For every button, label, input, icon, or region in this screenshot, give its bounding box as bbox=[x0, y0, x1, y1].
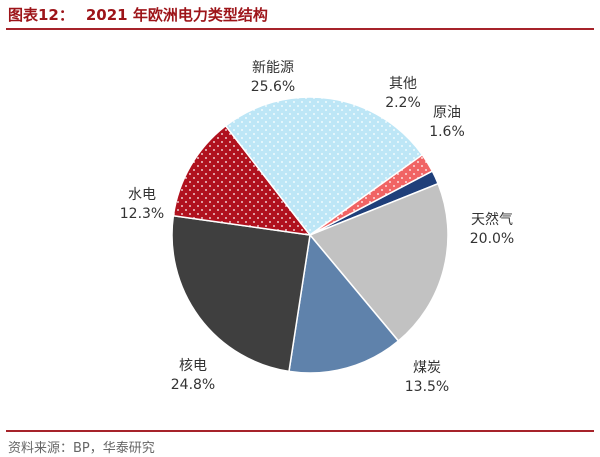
pie-slice-pattern-hydro bbox=[173, 125, 310, 235]
pie-labels: 原油 1.6% 天然气 20.0% 煤炭 13.5% 核电 24.8% 水电 12.3% 新能源 25… bbox=[120, 60, 514, 395]
slice-name-nuclear: 核电 bbox=[179, 358, 207, 374]
pie-slices bbox=[171, 96, 449, 374]
source-note: 资料来源：BP，华泰研究 bbox=[8, 441, 155, 456]
pie-slice-coal bbox=[288, 233, 400, 374]
slice-value-crude-oil: 1.6% bbox=[429, 124, 465, 140]
slice-name-renewables: 新能源 bbox=[252, 60, 294, 76]
slice-value-renewables: 25.6% bbox=[251, 79, 295, 95]
slice-name-crude-oil: 原油 bbox=[433, 105, 461, 121]
figure-header: 图表12： 2021 年欧洲电力类型结构 bbox=[8, 4, 268, 25]
chart-title: 2021 年欧洲电力类型结构 bbox=[85, 6, 268, 24]
slice-value-nuclear: 24.8% bbox=[171, 377, 215, 393]
header-divider bbox=[6, 28, 594, 30]
slice-name-natural-gas: 天然气 bbox=[471, 211, 513, 228]
pie-slice-natural-gas bbox=[308, 182, 449, 343]
pie-slice-pattern-renewables bbox=[225, 96, 423, 236]
slice-name-hydro: 水电 bbox=[128, 187, 156, 203]
slice-name-coal: 煤炭 bbox=[413, 360, 441, 376]
slice-value-other: 2.2% bbox=[385, 95, 421, 111]
footer-divider bbox=[6, 430, 594, 432]
slice-value-coal: 13.5% bbox=[405, 379, 449, 395]
slice-value-natural-gas: 20.0% bbox=[470, 231, 514, 247]
slice-name-other: 其他 bbox=[389, 76, 417, 92]
figure-number: 图表12： bbox=[8, 6, 74, 24]
pie-slice-pattern-other bbox=[310, 154, 433, 235]
slice-value-hydro: 12.3% bbox=[120, 206, 164, 222]
pie-slice-nuclear bbox=[171, 214, 311, 373]
